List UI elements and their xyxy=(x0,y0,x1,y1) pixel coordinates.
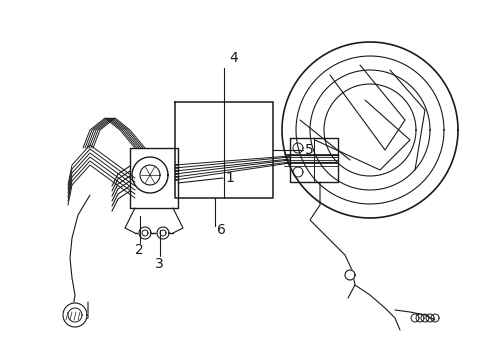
Polygon shape xyxy=(63,303,87,327)
Polygon shape xyxy=(157,227,169,239)
Text: 5: 5 xyxy=(305,143,313,157)
Text: 3: 3 xyxy=(155,257,163,271)
Polygon shape xyxy=(132,157,168,193)
Text: 4: 4 xyxy=(228,51,237,65)
Polygon shape xyxy=(139,227,151,239)
Text: 6: 6 xyxy=(217,223,225,237)
Polygon shape xyxy=(345,270,354,280)
Text: 1: 1 xyxy=(224,171,233,185)
Text: 2: 2 xyxy=(135,243,143,257)
